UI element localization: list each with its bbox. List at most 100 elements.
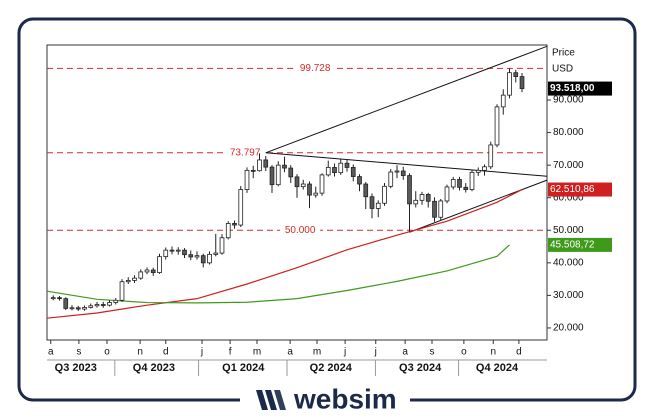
quarter-label: Q1 2024 — [222, 362, 265, 374]
candle-body — [244, 169, 250, 190]
candle-body — [400, 170, 406, 176]
candle-body — [500, 94, 506, 108]
candle-body — [332, 167, 337, 174]
x-tick-label: n — [490, 347, 496, 358]
candle-body — [82, 307, 87, 310]
x-tick-label: o — [461, 347, 467, 358]
candle-body — [325, 167, 331, 176]
candle-body — [88, 305, 94, 308]
candle-body — [438, 200, 444, 218]
candle-body — [300, 183, 306, 188]
candle-body — [50, 297, 56, 300]
level-label: 50.000 — [285, 225, 316, 236]
y-tick-label: 50.000 — [553, 225, 584, 236]
candle-body — [263, 159, 269, 168]
candle-body — [119, 281, 125, 301]
candle-body — [488, 144, 494, 168]
candle-body — [375, 202, 381, 209]
candle-body — [469, 171, 475, 190]
candle-body — [125, 280, 131, 283]
candle-body — [413, 199, 419, 205]
x-tick-label: m — [313, 347, 321, 358]
level-label: 73.797 — [230, 147, 261, 158]
candle-body — [457, 179, 462, 188]
candle-body — [132, 277, 137, 281]
candle-body — [407, 175, 412, 205]
candle-body — [94, 304, 100, 307]
candle-body — [63, 298, 69, 309]
quarter-label: Q4 2024 — [476, 362, 519, 374]
y-tick-label: 40.000 — [553, 257, 584, 268]
candle-body — [275, 164, 281, 186]
trendline — [409, 179, 548, 233]
frame — [17, 17, 637, 402]
last-price-badge — [548, 81, 612, 96]
y-tick-label: 90.000 — [553, 95, 584, 106]
content: 20.000 30.000 40.000 50.000 60.000 70.000 80.0… — [46, 45, 612, 376]
candle-body — [307, 183, 312, 196]
candle-body — [219, 237, 225, 254]
level-label-bg — [280, 224, 321, 237]
x-tick-label: a — [287, 347, 293, 358]
candle-body — [169, 249, 175, 252]
candle-body — [157, 256, 162, 273]
y-tick-label: 30.000 — [553, 290, 584, 301]
candle-body — [350, 167, 356, 177]
candle-body — [357, 176, 362, 185]
x-tick-label: o — [104, 347, 110, 358]
candle-body — [363, 183, 369, 198]
candle-body — [182, 249, 187, 256]
quarter-label: Q4 2023 — [133, 362, 175, 374]
candle-body — [419, 194, 425, 201]
candle-body — [100, 304, 106, 306]
candle-body — [519, 76, 525, 89]
candle-body — [269, 166, 275, 186]
line-series — [46, 188, 523, 319]
candle-body — [475, 169, 481, 173]
candle-body — [200, 255, 206, 264]
y-tick-label: 60.000 — [553, 192, 584, 203]
logo-text: websim — [293, 383, 397, 414]
candle-body — [238, 189, 244, 226]
currency-label: USD — [552, 64, 573, 75]
candle-body — [288, 167, 294, 178]
candle-body — [57, 297, 62, 300]
quarter-label: Q3 2023 — [55, 362, 97, 374]
series-badge — [548, 182, 612, 197]
candle-body — [507, 72, 512, 96]
candle-body — [150, 269, 156, 273]
plot-area — [46, 44, 548, 341]
trendline — [265, 45, 548, 154]
candle-body — [313, 192, 319, 196]
candle-body — [513, 72, 519, 77]
x-tick-label: s — [430, 347, 435, 358]
last-price-label: 93.518,00 — [550, 83, 595, 94]
candle-body — [394, 170, 400, 173]
price-label: Price — [552, 48, 575, 59]
candle-body — [388, 171, 394, 187]
x-tick-label: d — [516, 347, 522, 358]
y-tick-label: 80.000 — [553, 127, 584, 138]
x-tick-label: f — [229, 347, 232, 358]
x-tick-label: a — [48, 347, 54, 358]
candle-body — [257, 159, 262, 172]
series-badge — [548, 237, 612, 252]
candle-body — [194, 255, 200, 258]
candle-body — [463, 186, 469, 190]
candle-body — [144, 269, 150, 273]
candle-body — [282, 164, 287, 169]
x-tick-label: j — [200, 347, 203, 358]
candle-body — [494, 106, 500, 146]
candle-body — [369, 196, 375, 209]
x-tick-label: a — [402, 347, 408, 358]
candle-body — [107, 302, 112, 306]
series-badge-label: 45.508,72 — [550, 240, 595, 251]
candle-body — [382, 185, 387, 204]
quarter-label: Q2 2024 — [310, 362, 353, 374]
candle-body — [207, 253, 212, 264]
y-tick-label: 20.000 — [553, 323, 584, 334]
x-tick-label: j — [343, 347, 346, 358]
y-tick-label: 70.000 — [553, 160, 584, 171]
